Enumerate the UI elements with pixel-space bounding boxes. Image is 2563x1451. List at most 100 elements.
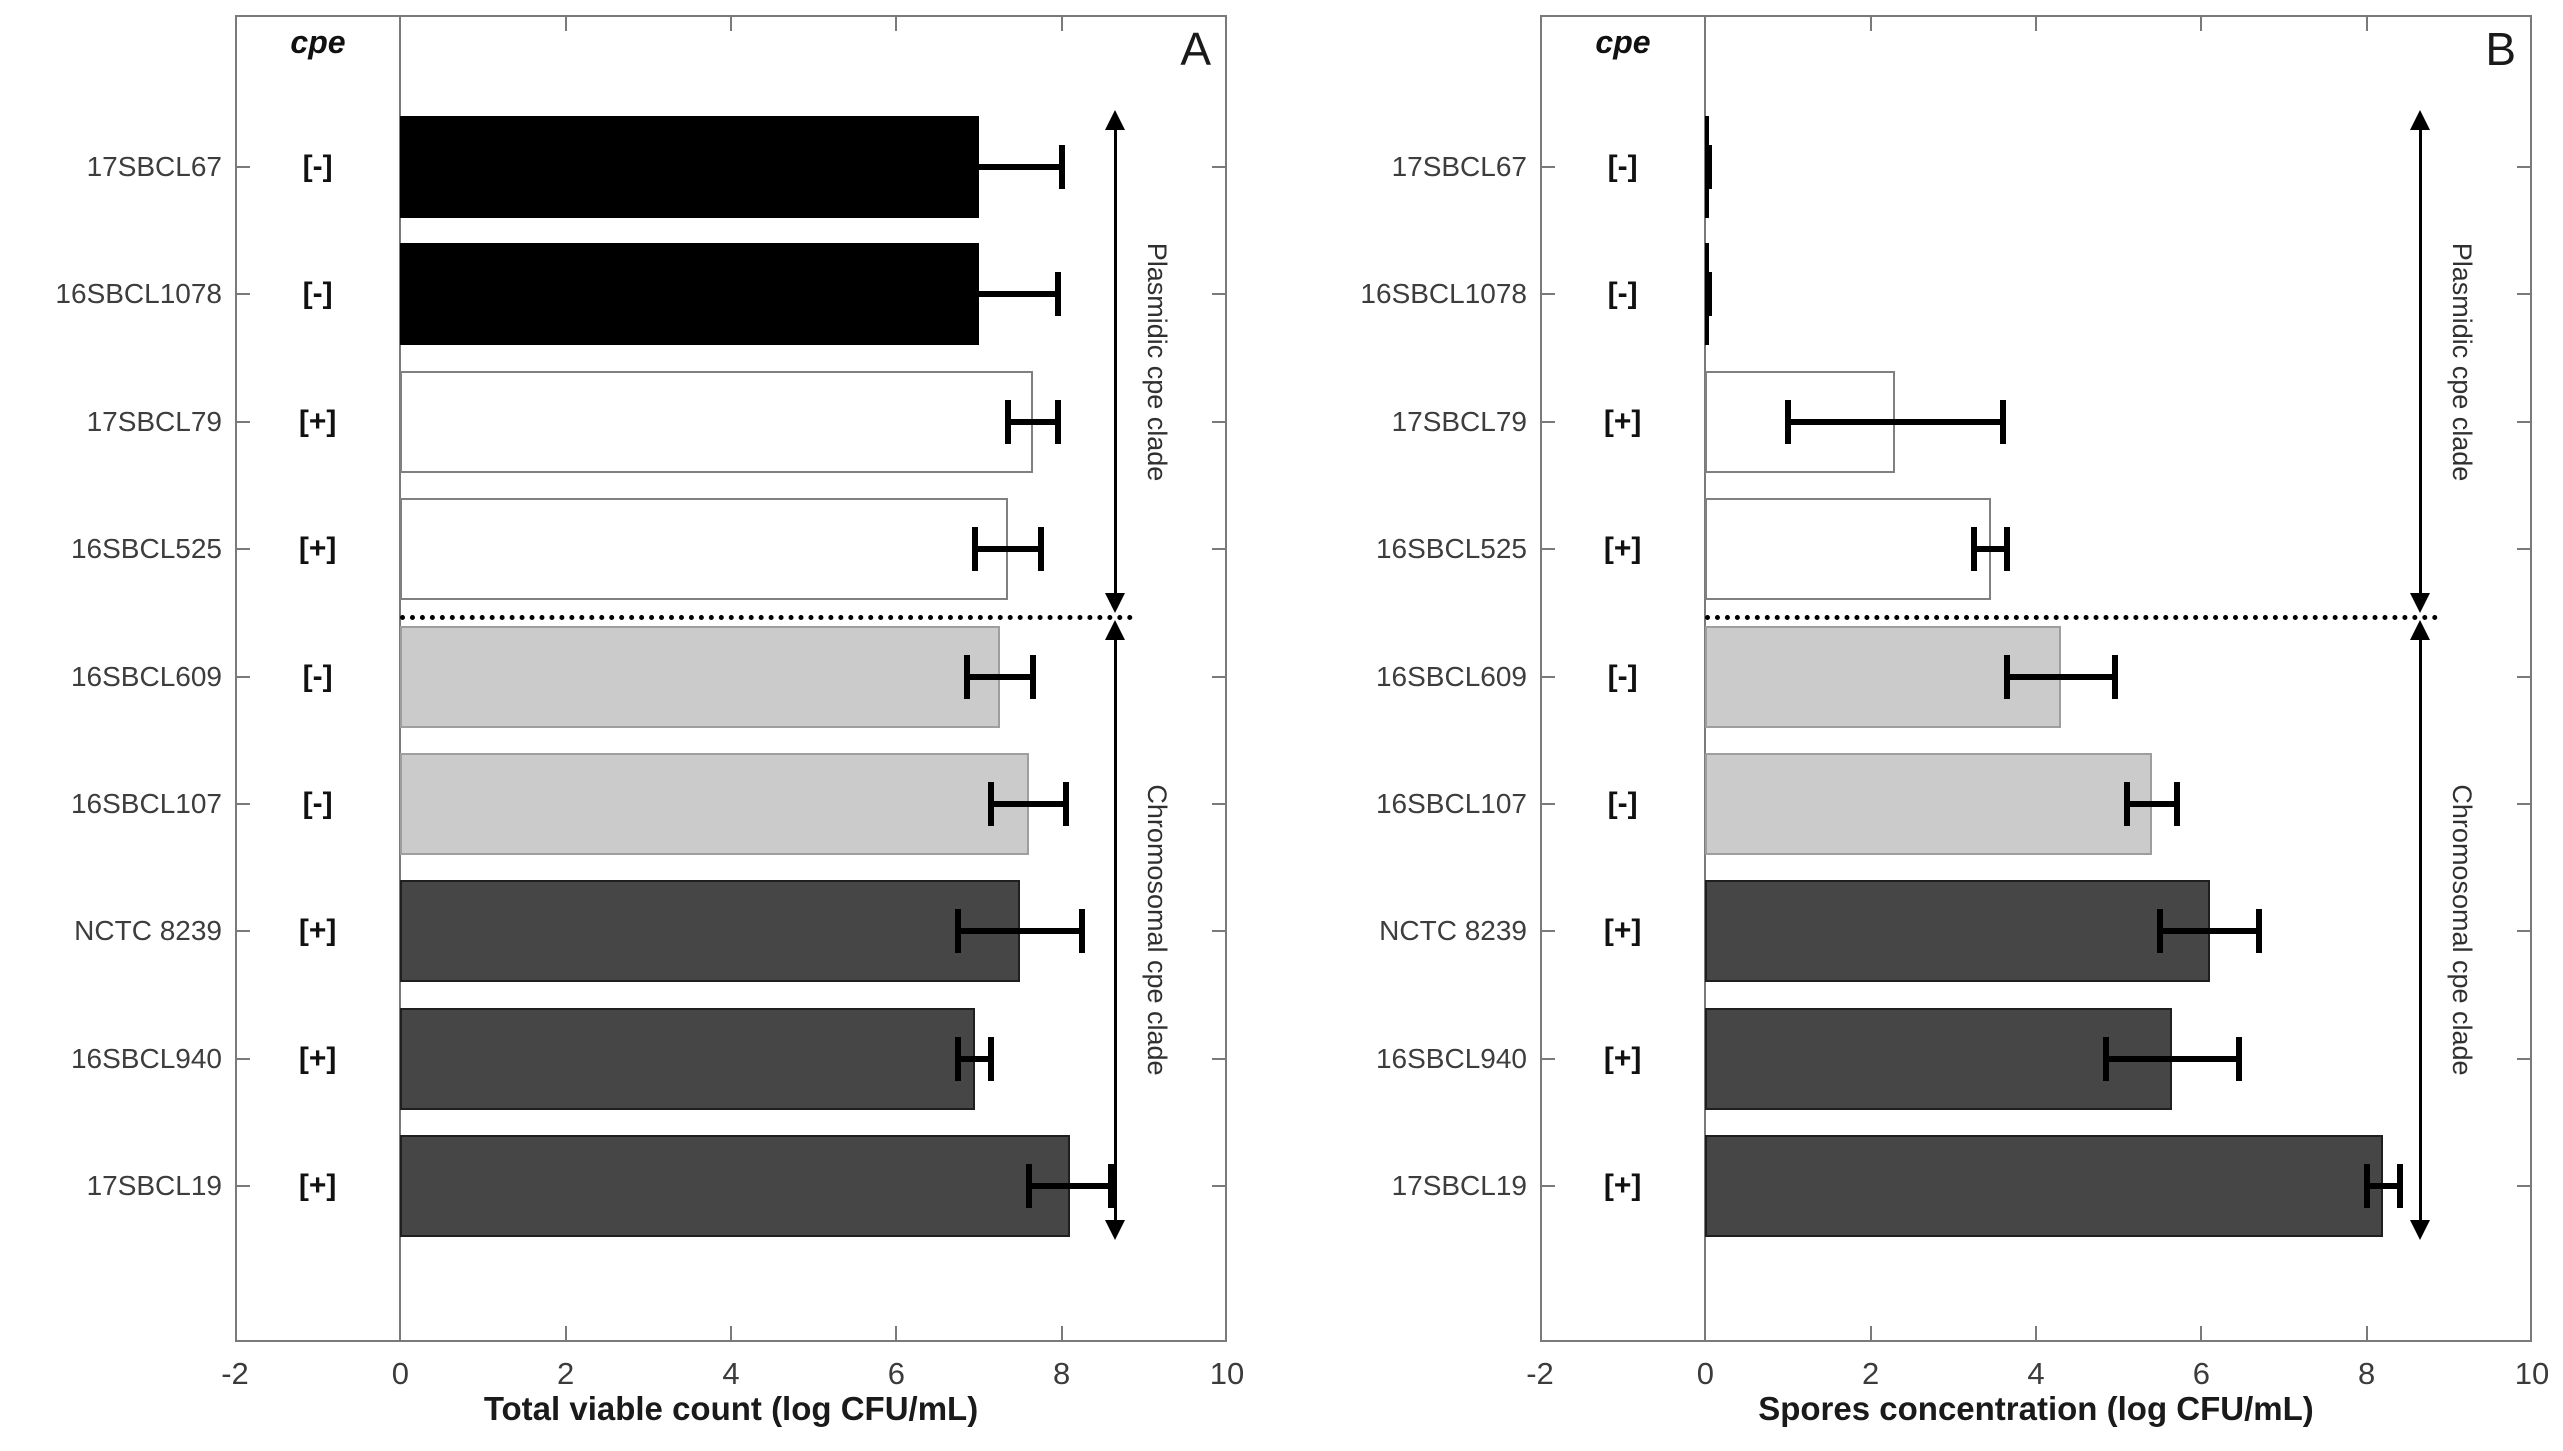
x-tick-label: -2: [221, 1356, 249, 1391]
strain-label: 16SBCL940: [1375, 1042, 1527, 1074]
y-axis-tick: [1542, 166, 1555, 168]
x-axis-tick-top: [1704, 17, 1707, 31]
strain-label: NCTC 8239: [74, 915, 222, 947]
error-bar-cap: [893, 145, 900, 189]
error-bar-cap: [1079, 909, 1086, 954]
panel-letter-b: B: [2485, 23, 2517, 75]
error-bar-cap: [2173, 782, 2180, 826]
error-bar-cap: [2256, 909, 2263, 954]
y-axis-tick: [237, 420, 250, 423]
x-tick-label: 10: [2514, 1356, 2550, 1391]
y-axis-tick-right: [2517, 420, 2530, 423]
x-axis-tick: [2200, 1326, 2203, 1340]
arrow-down-icon: [2410, 1220, 2431, 1240]
y-axis-tick-right: [2517, 293, 2530, 296]
error-bar-cap: [1054, 272, 1061, 317]
y-axis-tick: [237, 1057, 250, 1060]
x-axis-tick: [564, 1326, 567, 1340]
error-bar-cap: [1108, 1164, 1115, 1209]
x-tick-label: 0: [1696, 1356, 1714, 1391]
y-axis-tick: [1542, 675, 1555, 678]
strain-label: 16SBCL940: [70, 1042, 222, 1074]
error-bar-line: [900, 291, 1058, 298]
x-axis-tick-top: [1060, 17, 1063, 31]
y-axis-tick-right: [2517, 675, 2530, 678]
strain-label: 16SBCL107: [70, 788, 222, 819]
strain-label: 17SBCL67: [86, 151, 222, 182]
arrow-down-icon: [1105, 1220, 1126, 1240]
error-bar-line: [1974, 546, 2008, 553]
clade-arrow-line: [2418, 636, 2422, 1224]
cpe-status: [+]: [298, 404, 337, 438]
bar: [1705, 1007, 2173, 1110]
bar: [400, 243, 979, 346]
error-bar-cap: [1706, 272, 1713, 317]
panel-letter-a: A: [1180, 23, 1212, 75]
bar: [1705, 1135, 2384, 1238]
clade-label: Chromosomal cpe clade: [2446, 784, 2477, 1076]
clade-separator-dotted-line: [400, 615, 1134, 620]
y-axis-tick-right: [1212, 1185, 1225, 1188]
arrow-up-icon: [2410, 110, 2431, 130]
cpe-status: [-]: [302, 659, 333, 693]
cpe-status: [+]: [1603, 1041, 1642, 1075]
strain-label: NCTC 8239: [1379, 915, 1527, 947]
error-bar-cap: [2004, 654, 2011, 699]
plot-box: [235, 15, 1227, 1342]
y-axis-tick: [1542, 420, 1555, 423]
clade-arrow-line: [1113, 636, 1117, 1224]
bar: [1705, 498, 1991, 601]
x-axis-tick: [399, 1326, 402, 1340]
cpe-status: [+]: [1603, 914, 1642, 948]
error-bar-cap: [963, 654, 970, 699]
y-axis-tick-right: [2517, 930, 2530, 933]
error-bar-cap: [2235, 1036, 2242, 1081]
error-bar-cap: [1062, 782, 1069, 826]
cpe-status: [-]: [1607, 787, 1638, 820]
error-bar-cap: [1785, 399, 1791, 444]
x-tick-label: 8: [2358, 1356, 2376, 1391]
cpe-status: [+]: [298, 1169, 337, 1203]
y-axis-tick-right: [1212, 1057, 1225, 1060]
strain-label: 17SBCL19: [1391, 1170, 1527, 1202]
cpe-status: [-]: [1607, 277, 1638, 311]
bar: [400, 370, 1033, 473]
x-tick-label: 6: [887, 1356, 905, 1391]
error-bar-line: [896, 164, 1062, 170]
x-axis-tick: [895, 1326, 898, 1340]
strain-label: 17SBCL79: [1391, 405, 1527, 437]
arrow-down-icon: [1105, 593, 1126, 613]
error-bar-line: [991, 801, 1066, 807]
bar: [400, 880, 1021, 983]
error-bar-cap: [1971, 527, 1977, 572]
error-bar-cap: [955, 909, 962, 954]
bar: [1705, 753, 2152, 855]
clade-label: Plasmidic cpe clade: [1141, 242, 1172, 481]
y-axis-tick-right: [2517, 1185, 2530, 1188]
error-bar-cap: [971, 527, 978, 572]
cpe-status: [-]: [302, 277, 333, 311]
cpe-status: [+]: [1603, 404, 1642, 438]
y-axis-tick: [237, 930, 250, 933]
x-tick-label: 0: [391, 1356, 409, 1391]
strain-label: 16SBCL525: [1375, 533, 1527, 565]
clade-arrow-line: [2418, 126, 2422, 597]
arrow-up-icon: [1105, 620, 1126, 640]
x-axis-tick: [1704, 1326, 1707, 1340]
x-tick-label: 10: [1209, 1356, 1245, 1391]
error-bar-cap: [897, 272, 904, 317]
error-bar-line: [966, 673, 1033, 680]
y-axis-tick-right: [1212, 293, 1225, 296]
x-axis-tick-top: [895, 17, 898, 31]
error-bar-cap: [988, 782, 995, 826]
error-bar-cap: [2157, 909, 2163, 954]
cpe-status: [+]: [298, 914, 337, 948]
cpe-status: [-]: [302, 150, 333, 183]
x-axis-tick-top: [730, 17, 732, 31]
y-axis-tick: [237, 675, 250, 678]
x-tick-label: 2: [557, 1356, 575, 1391]
x-axis-tick-top: [1869, 17, 1872, 31]
cpe-status: [-]: [1607, 659, 1638, 693]
error-bar-line: [958, 1055, 992, 1062]
